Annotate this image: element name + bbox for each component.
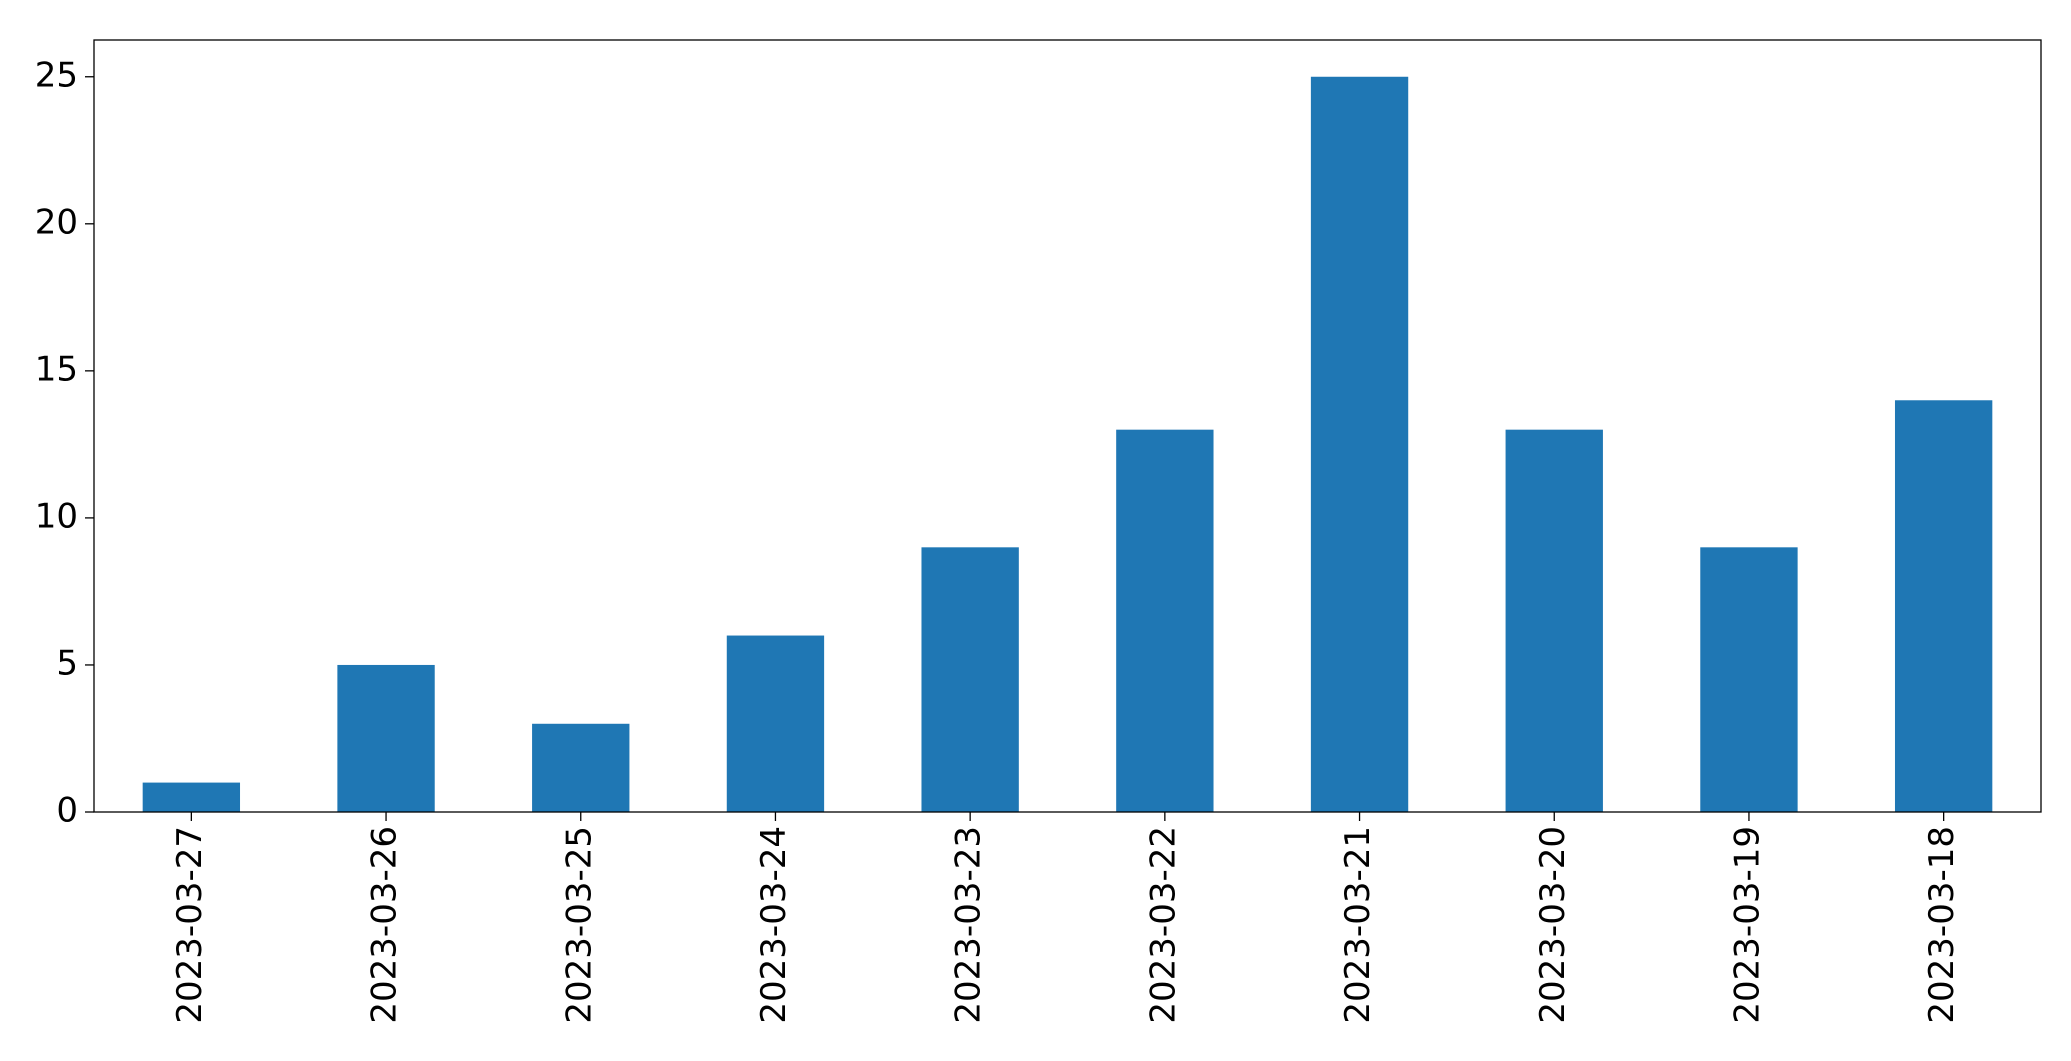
plot-frame [93,39,2042,813]
bar [1505,429,1603,812]
x-tick-label: 2023-03-27 [170,826,210,1024]
bar [921,547,1019,812]
y-tick-label: 25 [35,55,78,95]
x-tick-label: 2023-03-19 [1727,826,1767,1024]
y-tick-label: 10 [35,496,78,536]
y-tick-label: 15 [35,349,78,389]
bar [1700,547,1798,812]
x-tick-label: 2023-03-20 [1533,826,1573,1024]
y-tick-label: 20 [35,202,78,242]
bar [1116,429,1214,812]
x-tick-label: 2023-03-26 [365,826,405,1024]
bar [1310,76,1409,812]
x-tick-label: 2023-03-22 [1143,826,1183,1024]
y-tick-label: 5 [56,643,78,683]
bar [337,664,435,812]
bar [726,635,825,812]
bar [532,723,630,812]
x-tick-label: 2023-03-25 [559,826,599,1024]
x-tick-label: 2023-03-21 [1338,826,1378,1024]
bar [142,782,241,812]
x-tick-label: 2023-03-24 [754,826,794,1024]
bar [1894,400,1993,812]
y-tick-label: 0 [56,791,78,831]
x-tick-label: 2023-03-18 [1922,826,1962,1024]
x-tick-label: 2023-03-23 [949,826,989,1024]
